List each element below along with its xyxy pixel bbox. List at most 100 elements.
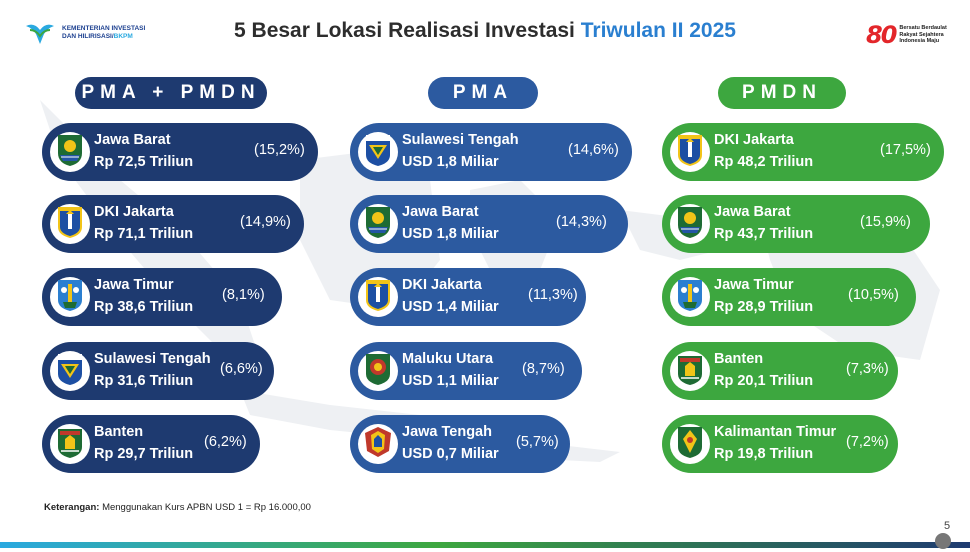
jawa-barat-emblem-badge — [670, 204, 710, 244]
jawa-timur-emblem-icon — [55, 278, 85, 317]
footnote: Keterangan: Menggunakan Kurs APBN USD 1 … — [44, 502, 311, 513]
investment-amount: Rp 72,5 Triliun — [94, 154, 194, 170]
title-accent: Triwulan II 2025 — [580, 19, 736, 42]
location-name: Jawa Tengah — [402, 424, 492, 440]
jawa-tengah-emblem-badge — [358, 424, 398, 464]
location-name: DKI Jakarta — [714, 132, 794, 148]
share-percentage: (8,7%) — [522, 361, 565, 377]
footnote-label: Keterangan: — [44, 502, 100, 513]
investment-amount: Rp 71,1 Triliun — [94, 226, 194, 242]
location-card: Sulawesi Tengah Rp 31,6 Triliun (6,6%) — [42, 342, 274, 400]
tagline-3: Indonesia Maju — [899, 38, 940, 45]
corner-button[interactable] — [935, 533, 951, 549]
page-title: 5 Besar Lokasi Realisasi Investasi Triwu… — [0, 19, 970, 43]
ministry-name-line2: DAN HILIRISASI/ — [62, 33, 114, 40]
jawa-barat-emblem-badge — [50, 132, 90, 172]
location-card: Maluku Utara USD 1,1 Miliar (8,7%) — [350, 342, 582, 400]
location-card: Jawa Timur Rp 28,9 Triliun (10,5%) — [662, 268, 916, 326]
share-percentage: (6,2%) — [204, 434, 247, 450]
kalimantan-timur-emblem-badge — [670, 424, 710, 464]
dki-jakarta-emblem-icon — [675, 133, 705, 172]
dki-jakarta-emblem-icon — [363, 278, 393, 317]
location-name: Sulawesi Tengah — [94, 351, 211, 367]
location-card: Sulawesi Tengah USD 1,8 Miliar (14,6%) — [350, 123, 632, 181]
banten-emblem-icon — [55, 425, 85, 464]
tagline-1: Bersatu Berdaulat — [899, 25, 947, 32]
location-name: Kalimantan Timur — [714, 424, 837, 440]
ministry-emblem-icon — [26, 24, 54, 44]
location-card: DKI Jakarta Rp 48,2 Triliun (17,5%) — [662, 123, 944, 181]
bottom-bar — [0, 542, 970, 548]
location-card: DKI Jakarta Rp 71,1 Triliun (14,9%) — [42, 195, 304, 253]
share-percentage: (14,6%) — [568, 142, 619, 158]
investment-amount: USD 1,4 Miliar — [402, 299, 499, 315]
location-name: Jawa Barat — [402, 204, 479, 220]
tagline-2: Rakyat Sejahtera — [899, 31, 944, 38]
jawa-timur-emblem-badge — [50, 277, 90, 317]
location-name: Jawa Barat — [94, 132, 171, 148]
share-percentage: (5,7%) — [516, 434, 559, 450]
investment-amount: Rp 43,7 Triliun — [714, 226, 814, 242]
investment-amount: USD 1,1 Miliar — [402, 373, 499, 389]
ministry-logo: KEMENTERIAN INVESTASI DAN HILIRISASI/BKP… — [24, 20, 145, 46]
share-percentage: (7,2%) — [846, 434, 889, 450]
location-card: Jawa Barat Rp 43,7 Triliun (15,9%) — [662, 195, 930, 253]
heading-pma-pmdn: PMA + PMDN — [75, 77, 267, 109]
share-percentage: (17,5%) — [880, 142, 931, 158]
investment-amount: Rp 20,1 Triliun — [714, 373, 814, 389]
dki-jakarta-emblem-icon — [55, 205, 85, 244]
location-name: Banten — [94, 424, 144, 440]
sulawesi-tengah-emblem-badge — [358, 132, 398, 172]
banten-emblem-icon — [675, 352, 705, 391]
heading-pmdn: PMDN — [718, 77, 846, 109]
location-card: Jawa Timur Rp 38,6 Triliun (8,1%) — [42, 268, 282, 326]
sulawesi-tengah-emblem-icon — [55, 352, 85, 391]
share-percentage: (15,2%) — [254, 142, 305, 158]
investment-amount: USD 1,8 Miliar — [402, 154, 499, 170]
banten-emblem-badge — [50, 424, 90, 464]
share-percentage: (14,9%) — [240, 214, 291, 230]
location-card: DKI Jakarta USD 1,4 Miliar (11,3%) — [350, 268, 586, 326]
banten-emblem-badge — [670, 351, 710, 391]
dki-jakarta-emblem-badge — [358, 277, 398, 317]
dki-jakarta-emblem-badge — [50, 204, 90, 244]
jawa-barat-emblem-badge — [358, 204, 398, 244]
location-name: Maluku Utara — [402, 351, 494, 367]
investment-amount: Rp 29,7 Triliun — [94, 446, 194, 462]
share-percentage: (15,9%) — [860, 214, 911, 230]
location-name: Jawa Barat — [714, 204, 791, 220]
location-card: Jawa Barat Rp 72,5 Triliun (15,2%) — [42, 123, 318, 181]
maluku-utara-emblem-badge — [358, 351, 398, 391]
location-name: Jawa Timur — [94, 277, 174, 293]
jawa-barat-emblem-icon — [55, 133, 85, 172]
kalimantan-timur-emblem-icon — [675, 425, 705, 464]
investment-amount: Rp 28,9 Triliun — [714, 299, 814, 315]
location-card: Banten Rp 29,7 Triliun (6,2%) — [42, 415, 260, 473]
footnote-text: Menggunakan Kurs APBN USD 1 = Rp 16.000,… — [99, 502, 311, 513]
share-percentage: (10,5%) — [848, 287, 899, 303]
ministry-name-line1: KEMENTERIAN INVESTASI — [62, 25, 146, 32]
share-percentage: (11,3%) — [528, 287, 578, 303]
investment-amount: Rp 19,8 Triliun — [714, 446, 814, 462]
investment-amount: USD 1,8 Miliar — [402, 226, 499, 242]
location-name: DKI Jakarta — [402, 277, 482, 293]
jawa-timur-emblem-badge — [670, 277, 710, 317]
investment-amount: Rp 38,6 Triliun — [94, 299, 194, 315]
location-name: Jawa Timur — [714, 277, 794, 293]
jawa-timur-emblem-icon — [675, 278, 705, 317]
logo-80: 80 — [866, 21, 897, 49]
maluku-utara-emblem-icon — [363, 352, 393, 391]
share-percentage: (6,6%) — [220, 361, 263, 377]
title-main: 5 Besar Lokasi Realisasi Investasi — [234, 19, 581, 42]
investment-amount: Rp 48,2 Triliun — [714, 154, 814, 170]
location-name: Banten — [714, 351, 764, 367]
location-card: Kalimantan Timur Rp 19,8 Triliun (7,2%) — [662, 415, 898, 473]
location-card: Jawa Barat USD 1,8 Miliar (14,3%) — [350, 195, 628, 253]
heading-pma: PMA — [428, 77, 538, 109]
page-number: 5 — [944, 520, 951, 532]
location-name: Sulawesi Tengah — [402, 132, 519, 148]
location-card: Jawa Tengah USD 0,7 Miliar (5,7%) — [350, 415, 570, 473]
jawa-barat-emblem-icon — [363, 205, 393, 244]
sulawesi-tengah-emblem-icon — [363, 133, 393, 172]
